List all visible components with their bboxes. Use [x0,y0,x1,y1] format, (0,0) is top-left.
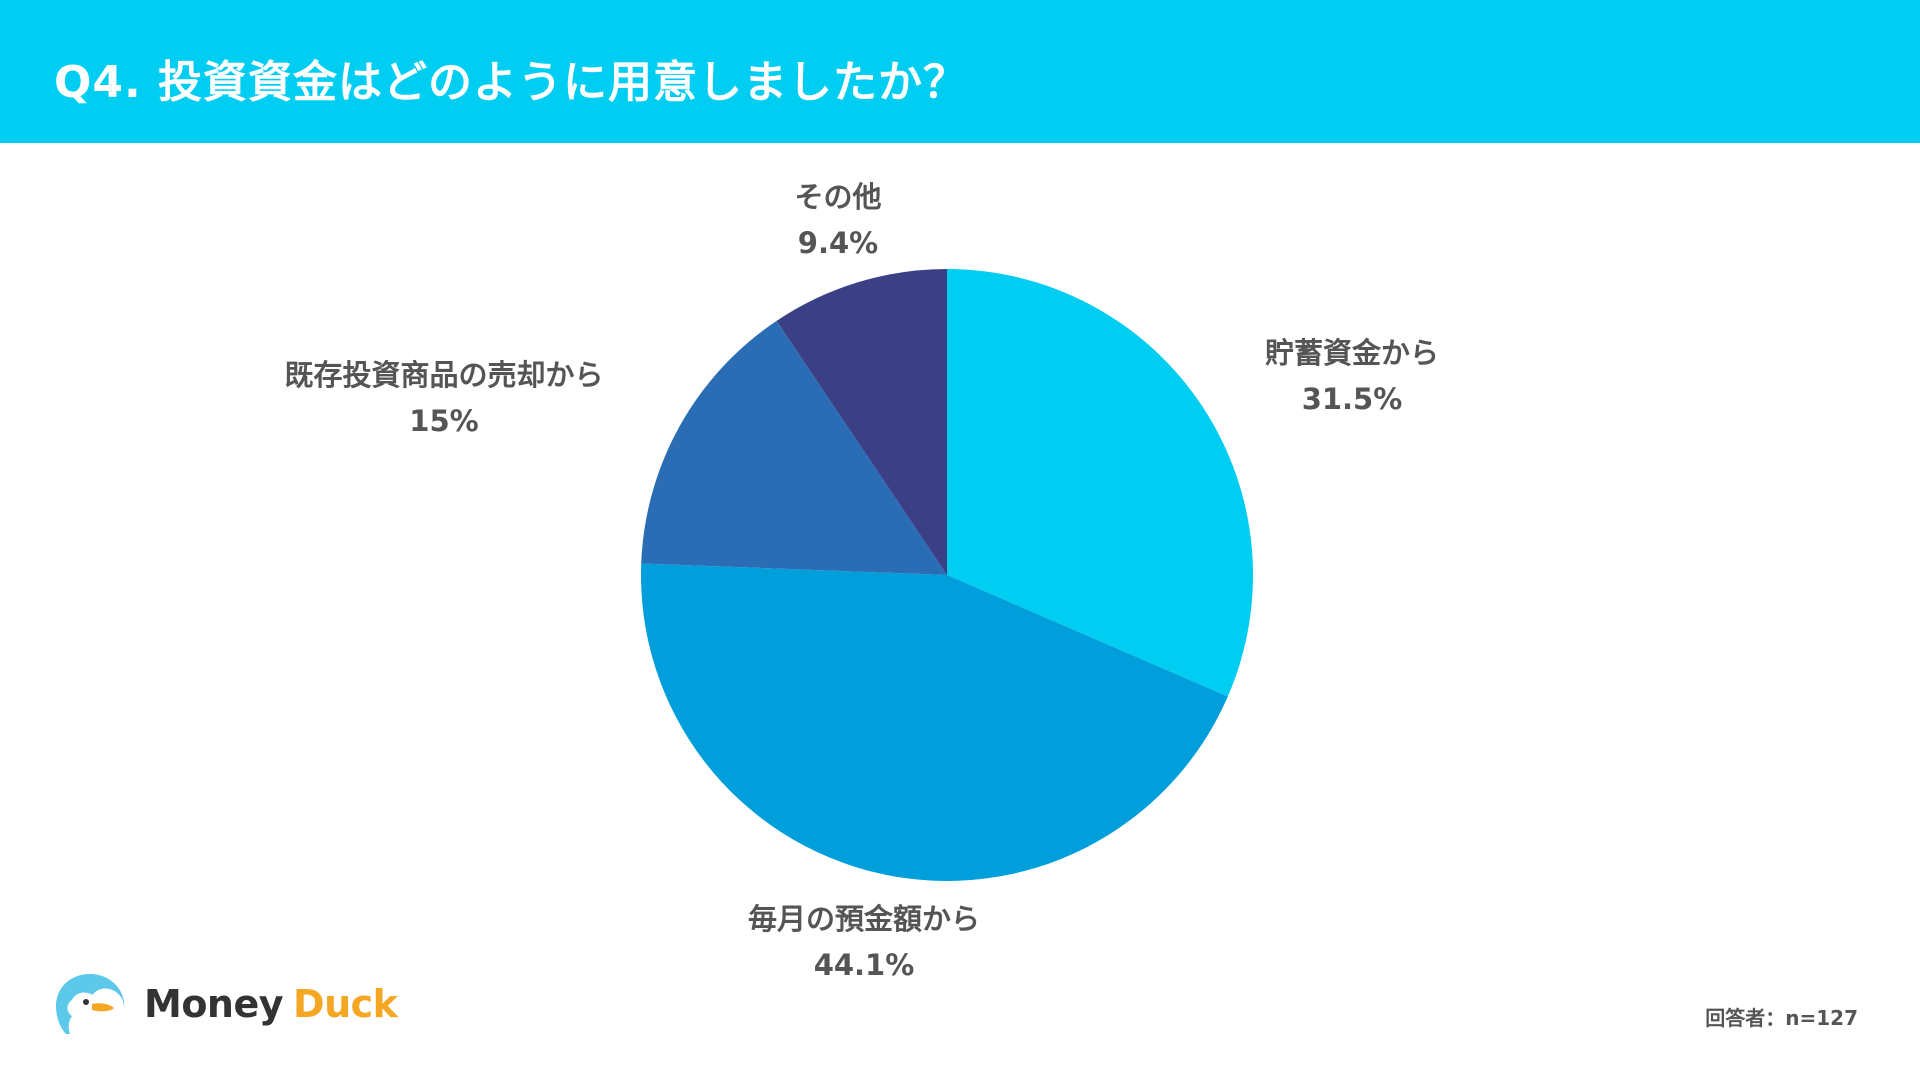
brand-logo: Money Duck [52,972,398,1036]
slice-label-1: 貯蓄資金から 31.5% [1152,330,1552,422]
pie-slice-3 [641,320,947,575]
pie-slice-2 [640,563,1228,882]
slice-value-label: 15% [409,404,479,438]
slice-value-label: 31.5% [1301,382,1403,416]
title-bar: Q4. 投資資金はどのように用意しましたか？ [0,0,1920,143]
slice-category-label: 毎月の預金額から [747,902,980,936]
page-title: Q4. 投資資金はどのように用意しましたか？ [54,57,969,108]
slice-label-4: その他 9.4% [638,174,1038,266]
brand-word-duck: Duck [293,982,398,1026]
slice-category-label: その他 [794,180,882,214]
duck-logo-icon [56,974,125,1034]
slice-label-3: 既存投資商品の売却から 15% [244,352,644,444]
slice-value-label: 44.1% [813,948,915,982]
pie-slice-4 [776,269,947,575]
brand-word-money: Money [144,982,284,1026]
slice-category-label: 貯蓄資金から [1264,336,1439,370]
slice-label-2: 毎月の預金額から 44.1% [664,896,1064,988]
pie-slice-1 [947,269,1254,697]
slice-value-label: 9.4% [797,226,879,260]
respondent-count: 回答者：n=127 [1705,1006,1858,1030]
slice-category-label: 既存投資商品の売却から [284,358,604,392]
brand-wordmark: Money Duck [144,982,398,1026]
